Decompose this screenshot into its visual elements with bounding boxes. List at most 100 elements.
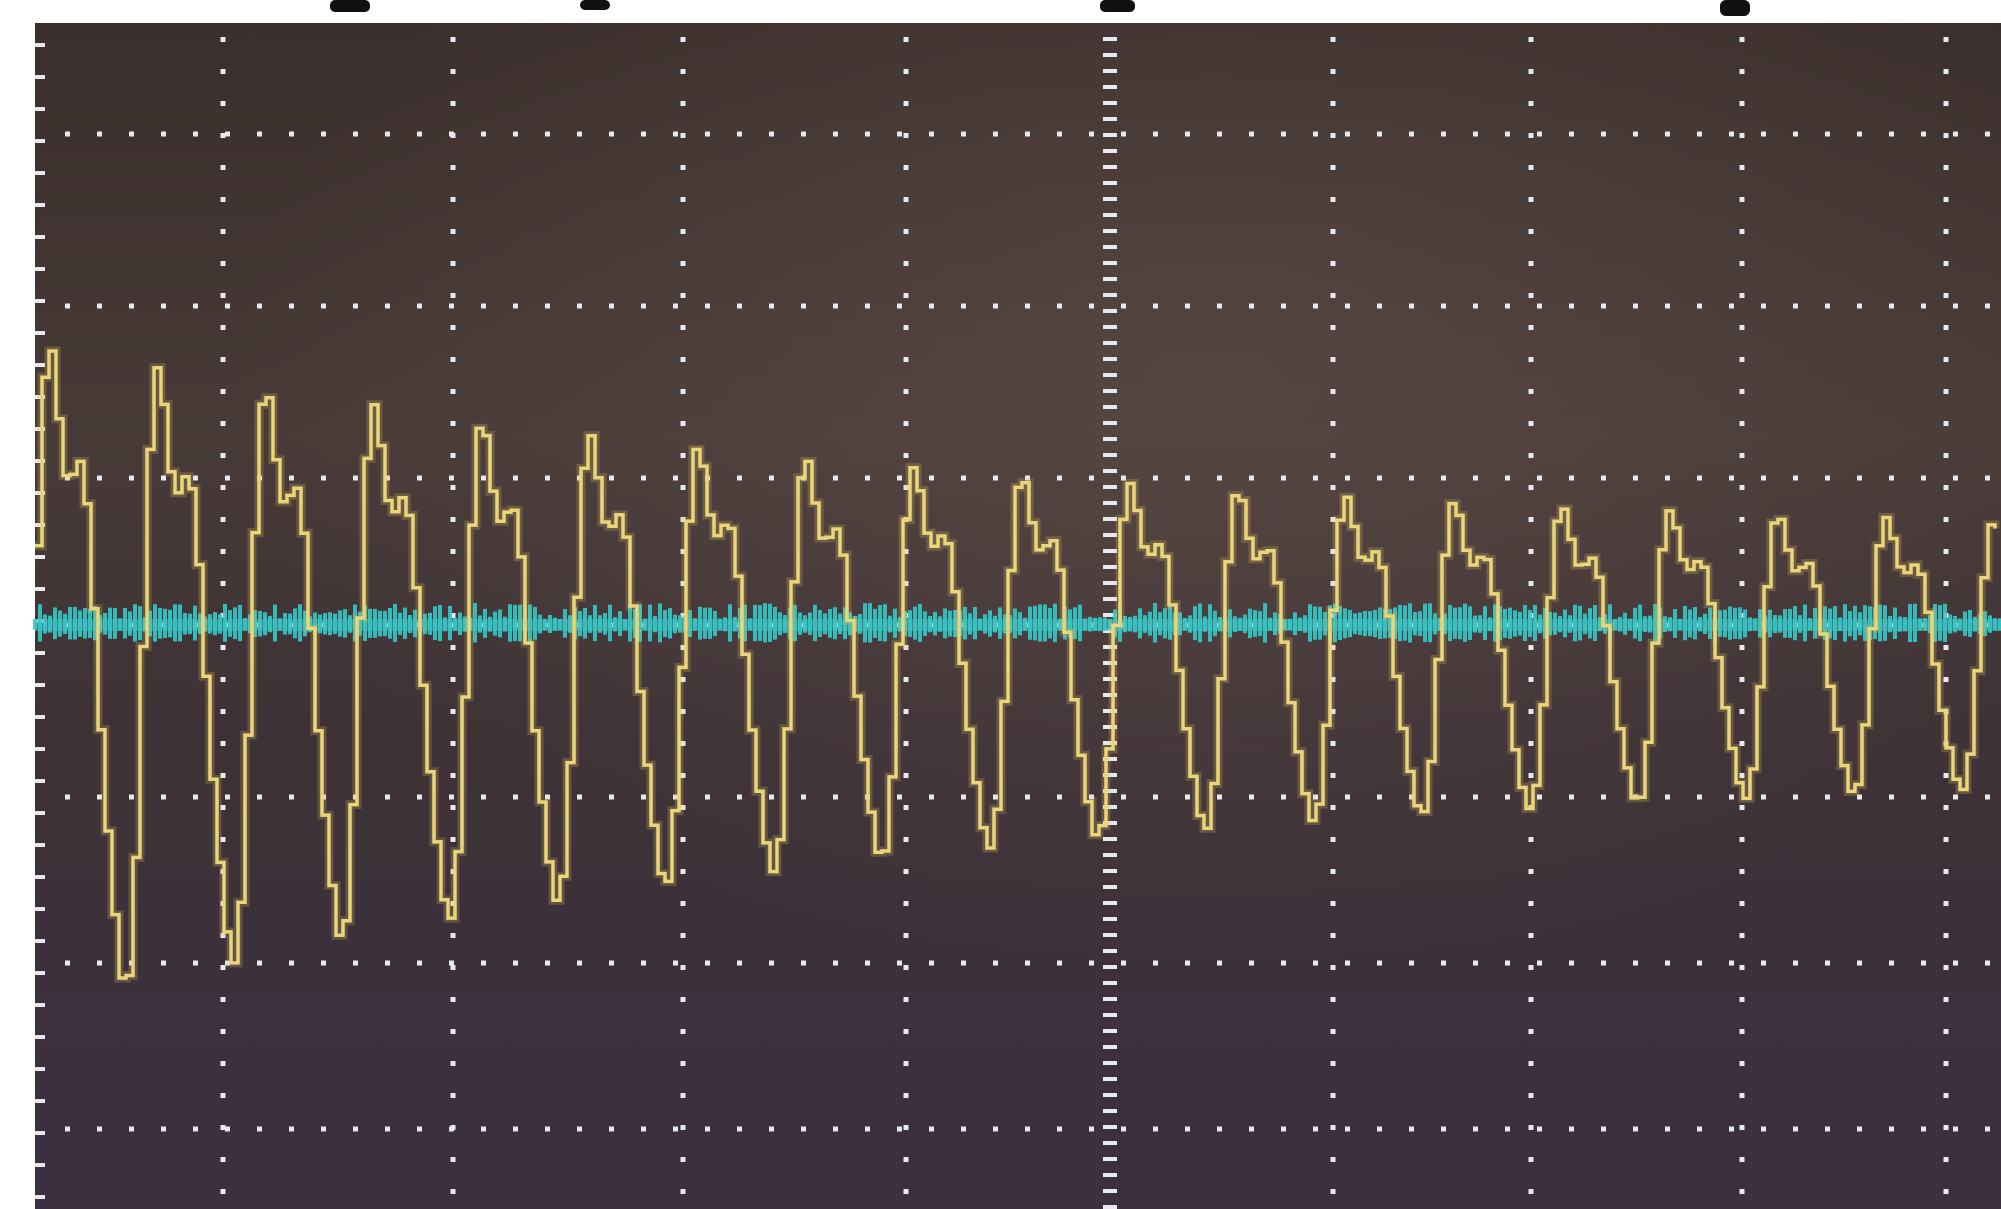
grid-dot (1944, 517, 1949, 522)
grid-dot (225, 795, 230, 800)
grid-dot (1740, 1093, 1745, 1098)
grid-tick (1103, 53, 1117, 57)
grid-dot (673, 476, 678, 481)
grid-dot (513, 1127, 518, 1132)
grid-dot (1985, 304, 1990, 309)
grid-dot (161, 132, 166, 137)
grid-dot (225, 476, 230, 481)
grid-dot (451, 325, 456, 330)
grid-dot (1697, 961, 1702, 966)
grid-tick (35, 43, 45, 47)
grid-dot (545, 476, 550, 481)
grid-dot (673, 1127, 678, 1132)
grid-dot (193, 304, 198, 309)
grid-dot (904, 997, 909, 1002)
grid-dot (1313, 795, 1318, 800)
grid-dot (221, 37, 226, 42)
grid-tick (1103, 1157, 1117, 1161)
grid-dot (1153, 476, 1158, 481)
grid-dot (897, 304, 902, 309)
grid-dot (1793, 795, 1798, 800)
grid-tick (35, 203, 45, 207)
grid-dot (221, 325, 226, 330)
grid-dot (1740, 1189, 1745, 1194)
grid-dot (1569, 132, 1574, 137)
grid-dot (904, 197, 909, 202)
grid-tick (1103, 565, 1117, 569)
grid-dot (321, 132, 326, 137)
grid-dot (1409, 961, 1414, 966)
grid-dot (451, 1157, 456, 1162)
grid-dot (1505, 476, 1510, 481)
grid-dot (257, 795, 262, 800)
grid-tick (35, 107, 45, 111)
grid-dot (1089, 1127, 1094, 1132)
grid-dot (1729, 132, 1734, 137)
grid-dot (1889, 304, 1894, 309)
grid-dot (1740, 933, 1745, 938)
grid-dot (1740, 1157, 1745, 1162)
grid-dot (221, 197, 226, 202)
grid-dot (221, 581, 226, 586)
grid-dot (193, 961, 198, 966)
grid-dot (385, 1127, 390, 1132)
grid-dot (1057, 1127, 1062, 1132)
grid-dot (513, 132, 518, 137)
grid-dot (1740, 709, 1745, 714)
grid-tick (35, 235, 45, 239)
grid-tick (35, 587, 45, 591)
grid-dot (1331, 357, 1336, 362)
grid-dot (221, 1157, 226, 1162)
grid-dot (904, 229, 909, 234)
grid-dot (1944, 229, 1949, 234)
grid-dot (65, 132, 70, 137)
grid-tick (1103, 1173, 1117, 1177)
grid-dot (1889, 476, 1894, 481)
grid-dot (833, 132, 838, 137)
grid-dot (1217, 304, 1222, 309)
grid-dot (353, 1127, 358, 1132)
grid-dot (673, 304, 678, 309)
grid-dot (1153, 795, 1158, 800)
grid-dot (1473, 304, 1478, 309)
grid-dot (1569, 304, 1574, 309)
grid-dot (289, 795, 294, 800)
grid-tick (1103, 949, 1117, 953)
caption-fragment (580, 0, 610, 10)
grid-dot (1665, 795, 1670, 800)
grid-dot (1921, 132, 1926, 137)
grid-dot (929, 476, 934, 481)
grid-dot (904, 421, 909, 426)
grid-dot (1944, 101, 1949, 106)
grid-dot (1121, 961, 1126, 966)
grid-dot (1529, 485, 1534, 490)
grid-dot (993, 476, 998, 481)
grid-dot (1953, 304, 1958, 309)
grid-dot (1537, 476, 1542, 481)
grid-dot (1377, 476, 1382, 481)
grid-dot (1331, 389, 1336, 394)
grid-tick (35, 171, 45, 175)
grid-dot (97, 1127, 102, 1132)
grid-dot (577, 304, 582, 309)
grid-dot (1185, 795, 1190, 800)
grid-dot (1944, 805, 1949, 810)
grid-tick (1103, 837, 1117, 841)
grid-dot (193, 132, 198, 137)
grid-dot (681, 837, 686, 842)
grid-dot (681, 325, 686, 330)
grid-dot (904, 69, 909, 74)
grid-dot (904, 901, 909, 906)
grid-tick (35, 1003, 45, 1007)
grid-dot (681, 1125, 686, 1130)
grid-dot (513, 961, 518, 966)
grid-dot (681, 1189, 686, 1194)
grid-dot (681, 965, 686, 970)
grid-dot (993, 132, 998, 137)
grid-dot (481, 304, 486, 309)
grid-dot (1944, 421, 1949, 426)
grid-dot (1153, 961, 1158, 966)
grid-dot (1377, 132, 1382, 137)
grid-dot (961, 1127, 966, 1132)
grid-tick (1103, 933, 1117, 937)
